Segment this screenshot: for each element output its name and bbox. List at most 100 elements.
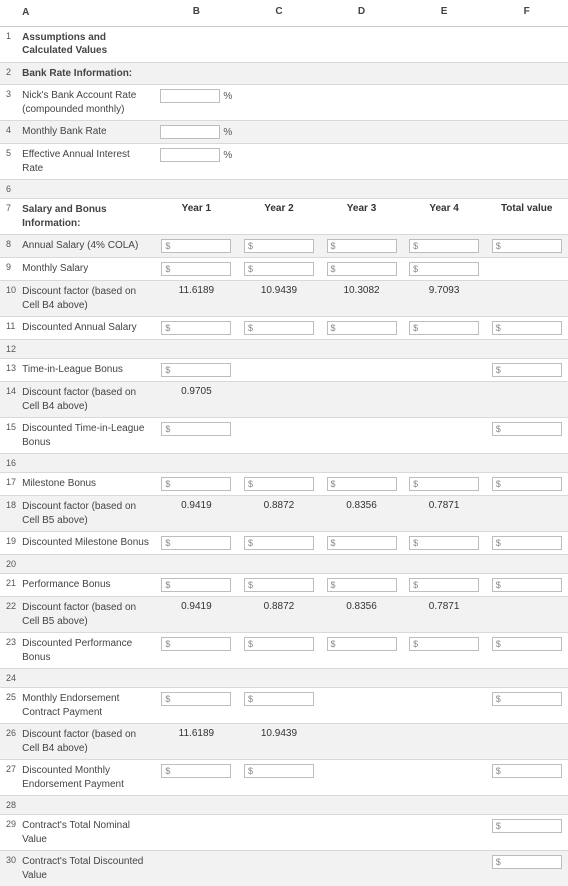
cell-27-c: $	[238, 760, 321, 796]
table-body: 1Assumptions and Calculated Values2Bank …	[0, 26, 568, 886]
cell-15-d	[320, 418, 403, 454]
currency-input[interactable]: $	[409, 321, 479, 335]
table-row: 23Discounted Performance Bonus$$$$$	[0, 633, 568, 669]
currency-input[interactable]: $	[161, 321, 231, 335]
cell-5-d	[320, 144, 403, 180]
currency-input[interactable]: $	[244, 578, 314, 592]
currency-input[interactable]: $	[244, 536, 314, 550]
cell-12-d	[320, 340, 403, 359]
cell-18-f	[485, 496, 568, 532]
percent-input[interactable]	[160, 148, 220, 162]
col-header-d: D	[320, 0, 403, 26]
currency-input[interactable]: $	[244, 262, 314, 276]
cell-12-c	[238, 340, 321, 359]
currency-input[interactable]: $	[244, 239, 314, 253]
currency-input[interactable]: $	[492, 536, 562, 550]
col-header-e: E	[403, 0, 486, 26]
cell-18-e: 0.7871	[403, 496, 486, 532]
table-row: 19Discounted Milestone Bonus$$$$$	[0, 532, 568, 555]
currency-input[interactable]: $	[161, 764, 231, 778]
cell-3-d	[320, 85, 403, 121]
currency-input[interactable]: $	[161, 578, 231, 592]
currency-input[interactable]: $	[161, 536, 231, 550]
cell-13-c	[238, 359, 321, 382]
cell-3-f	[485, 85, 568, 121]
row-number: 21	[0, 574, 18, 597]
row-label	[18, 340, 155, 359]
currency-input[interactable]: $	[492, 422, 562, 436]
cell-22-c: 0.8872	[238, 597, 321, 633]
cell-9-b: $	[155, 258, 238, 281]
row-number: 12	[0, 340, 18, 359]
currency-input[interactable]: $	[244, 692, 314, 706]
currency-input[interactable]: $	[161, 239, 231, 253]
currency-input[interactable]: $	[409, 477, 479, 491]
cell-21-b: $	[155, 574, 238, 597]
currency-input[interactable]: $	[161, 692, 231, 706]
cell-19-f: $	[485, 532, 568, 555]
cell-10-f	[485, 281, 568, 317]
percent-input[interactable]	[160, 125, 220, 139]
currency-input[interactable]: $	[327, 239, 397, 253]
currency-input[interactable]: $	[409, 637, 479, 651]
table-row: 14Discount factor (based on Cell B4 abov…	[0, 382, 568, 418]
percent-input[interactable]	[160, 89, 220, 103]
currency-input[interactable]: $	[492, 321, 562, 335]
row-label: Monthly Bank Rate	[18, 121, 155, 144]
row-label: Discount factor (based on Cell B5 above)	[18, 597, 155, 633]
table-row: 25Monthly Endorsement Contract Payment$$…	[0, 688, 568, 724]
currency-input[interactable]: $	[244, 764, 314, 778]
currency-input[interactable]: $	[492, 855, 562, 869]
cell-28-f	[485, 796, 568, 815]
currency-input[interactable]: $	[244, 321, 314, 335]
currency-input[interactable]: $	[327, 578, 397, 592]
currency-input[interactable]: $	[492, 239, 562, 253]
currency-input[interactable]: $	[492, 692, 562, 706]
cell-23-b: $	[155, 633, 238, 669]
cell-16-e	[403, 454, 486, 473]
currency-input[interactable]: $	[409, 262, 479, 276]
currency-input[interactable]: $	[409, 536, 479, 550]
currency-input[interactable]: $	[327, 536, 397, 550]
cell-8-e: $	[403, 235, 486, 258]
currency-input[interactable]: $	[161, 477, 231, 491]
currency-input[interactable]: $	[327, 477, 397, 491]
currency-input[interactable]: $	[492, 363, 562, 377]
currency-input[interactable]: $	[409, 578, 479, 592]
currency-input[interactable]: $	[244, 477, 314, 491]
row-label: Monthly Salary	[18, 258, 155, 281]
cell-11-d: $	[320, 317, 403, 340]
row-number: 15	[0, 418, 18, 454]
cell-28-e	[403, 796, 486, 815]
cell-21-d: $	[320, 574, 403, 597]
cell-6-f	[485, 180, 568, 199]
currency-input[interactable]: $	[492, 637, 562, 651]
currency-input[interactable]: $	[492, 764, 562, 778]
currency-input[interactable]: $	[492, 578, 562, 592]
cell-27-f: $	[485, 760, 568, 796]
cell-6-b	[155, 180, 238, 199]
currency-input[interactable]: $	[327, 262, 397, 276]
currency-input[interactable]: $	[327, 637, 397, 651]
cell-7-e: Year 4	[403, 199, 486, 235]
currency-input[interactable]: $	[161, 637, 231, 651]
currency-input[interactable]: $	[161, 262, 231, 276]
row-label: Effective Annual Interest Rate	[18, 144, 155, 180]
table-row: 3Nick's Bank Account Rate (compounded mo…	[0, 85, 568, 121]
currency-input[interactable]: $	[492, 819, 562, 833]
currency-input[interactable]: $	[409, 239, 479, 253]
cell-1-e	[403, 26, 486, 62]
cell-19-c: $	[238, 532, 321, 555]
currency-input[interactable]: $	[492, 477, 562, 491]
currency-input[interactable]: $	[327, 321, 397, 335]
currency-input[interactable]: $	[161, 363, 231, 377]
currency-input[interactable]: $	[161, 422, 231, 436]
percent-suffix: %	[223, 127, 232, 138]
percent-suffix: %	[223, 150, 232, 161]
currency-input[interactable]: $	[244, 637, 314, 651]
cell-10-d: 10.3082	[320, 281, 403, 317]
cell-20-e	[403, 555, 486, 574]
cell-11-b: $	[155, 317, 238, 340]
cell-16-f	[485, 454, 568, 473]
row-number: 11	[0, 317, 18, 340]
